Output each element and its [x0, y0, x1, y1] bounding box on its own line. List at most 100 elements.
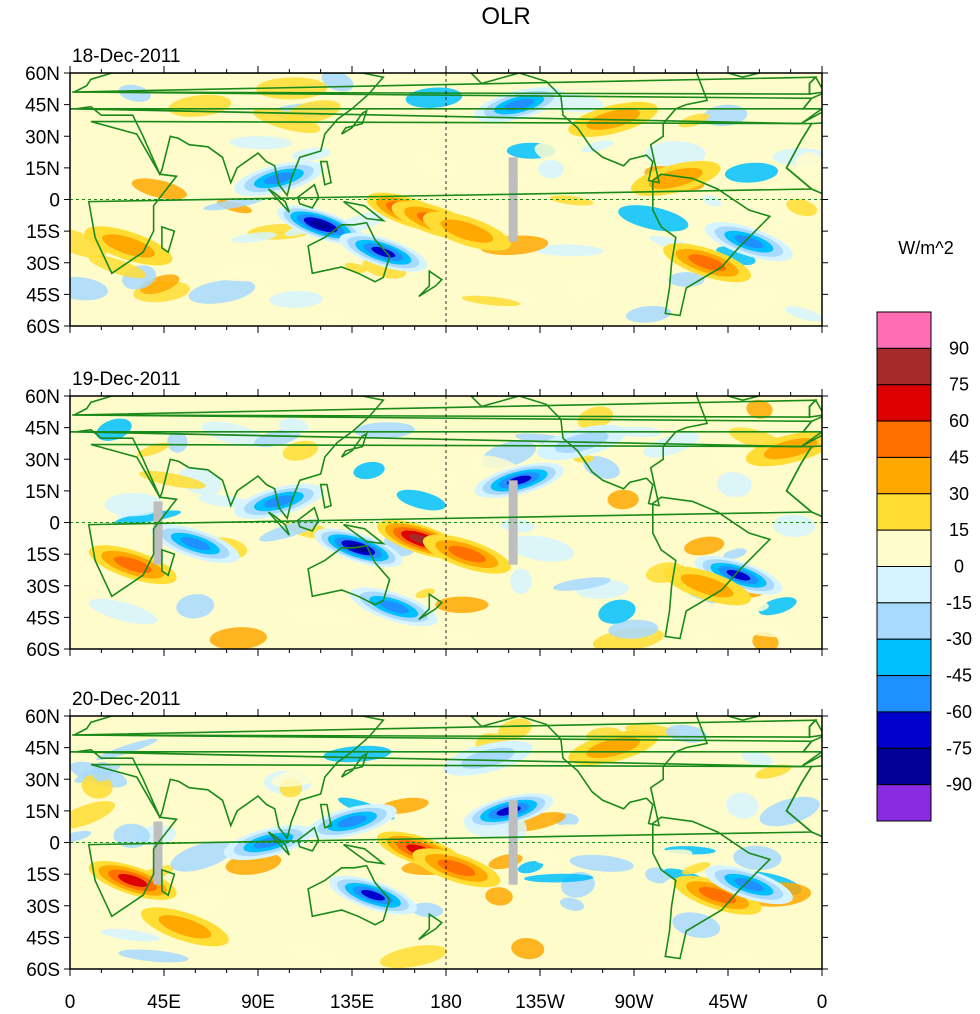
texture-blob	[723, 548, 747, 560]
texture-blob	[203, 197, 263, 211]
texture-blob	[431, 154, 458, 178]
coastline	[307, 544, 391, 606]
texture-blob	[229, 136, 292, 150]
coastline	[418, 269, 444, 298]
y-tick-label: 30S	[26, 254, 60, 275]
anomaly-feature	[504, 98, 535, 111]
texture-blob	[576, 160, 615, 177]
colorbar-label: 45	[949, 447, 969, 467]
texture-blob	[758, 597, 797, 616]
texture-blob	[253, 108, 321, 133]
texture-blob	[254, 429, 301, 448]
y-tick-label: 45S	[26, 285, 60, 306]
texture-blob	[508, 535, 574, 562]
texture-blob	[534, 517, 556, 532]
coastline	[469, 396, 709, 507]
missing-data	[153, 821, 163, 885]
y-tick-label: 60S	[26, 640, 60, 661]
colorbar-label: -45	[946, 666, 972, 686]
texture-blob	[353, 461, 385, 480]
y-tick-label: 30N	[25, 450, 60, 471]
texture-blob	[176, 594, 215, 619]
x-tick-label: 135E	[330, 992, 374, 1013]
anomaly-feature	[440, 219, 494, 243]
anomaly-feature	[310, 220, 331, 230]
colorbar-label: -60	[946, 702, 972, 722]
colorbar-swatch	[876, 493, 932, 531]
colorbar-label: 0	[954, 557, 964, 577]
texture-blob	[759, 796, 820, 827]
y-tick-label: 45S	[26, 608, 60, 629]
coastline	[727, 396, 760, 402]
texture-blob	[784, 306, 822, 322]
texture-blob	[772, 514, 816, 538]
texture-blob	[567, 279, 599, 300]
texture-blob	[608, 619, 659, 639]
texture-blob	[354, 422, 415, 439]
texture-blob	[209, 627, 267, 649]
texture-blob	[632, 849, 693, 865]
coastline	[70, 716, 814, 841]
texture-blob	[380, 945, 447, 969]
coastline	[651, 816, 772, 960]
x-tick-label: 0	[65, 992, 76, 1013]
texture-blob	[772, 776, 797, 788]
texture-blob	[534, 142, 579, 166]
texture-blob	[396, 489, 446, 511]
coastline	[267, 511, 291, 536]
colorbar-swatch	[876, 711, 932, 749]
y-tick-label: 30S	[26, 897, 60, 918]
anomaly-feature	[102, 234, 155, 258]
texture-blob	[104, 492, 163, 517]
colorbar-label: 15	[949, 520, 969, 540]
texture-blob	[70, 830, 92, 844]
y-tick-label: 30N	[25, 127, 60, 148]
panel-3: 60N 45N 30N 15N 0 15S 30S 45S 60S 20-Dec-2011	[25, 689, 828, 981]
anomaly-feature	[688, 254, 726, 272]
colorbar-swatch	[876, 311, 932, 349]
colorbar: 90 75 60 45 30 15 0 -15 -30 -45 -60 -75 -90	[876, 311, 972, 822]
coastline	[418, 912, 444, 941]
texture-blob	[534, 851, 558, 864]
y-tick-label: 60N	[25, 387, 60, 408]
texture-blob	[510, 568, 532, 594]
y-tick-label: 60N	[25, 707, 60, 728]
coastline	[343, 843, 387, 865]
coastline	[651, 496, 772, 640]
texture-blob	[716, 471, 752, 498]
texture-blob	[524, 873, 594, 883]
anomaly-feature	[337, 815, 367, 828]
texture-blob	[184, 888, 227, 912]
colorbar-label: -15	[946, 593, 972, 613]
texture-blob	[201, 421, 267, 447]
texture-blob	[511, 937, 545, 960]
texture-blob	[461, 295, 521, 307]
y-tick-label: 0	[49, 191, 60, 212]
texture-blob	[285, 100, 341, 124]
anomaly-feature	[460, 747, 515, 769]
anomaly-feature	[726, 569, 751, 581]
texture-blob	[398, 772, 420, 792]
texture-blob	[712, 288, 781, 315]
coastline	[418, 592, 444, 621]
x-axis: 0 45E 90E 135E 180 135W 90W 45W 0	[65, 992, 828, 1013]
texture-blob	[559, 897, 585, 911]
coastline	[267, 188, 291, 213]
anomaly-feature	[263, 172, 294, 185]
texture-blob	[441, 789, 487, 811]
coastline	[727, 716, 760, 722]
texture-blob	[625, 305, 672, 323]
missing-data	[508, 480, 518, 565]
texture-blob	[411, 902, 444, 918]
texture-blob	[170, 841, 234, 872]
texture-blob	[795, 152, 822, 175]
y-tick-label: 60S	[26, 317, 60, 338]
texture-blob	[733, 625, 798, 638]
panels: 60N 45N 30N 15N 0 15S 30S 45S 60S 18-Dec-2011 60N 4…	[25, 46, 828, 981]
texture-blob	[698, 956, 769, 969]
texture-blob	[96, 738, 158, 761]
coastline	[296, 506, 320, 532]
coastline	[469, 716, 709, 827]
texture-blob	[583, 456, 620, 479]
coastline	[307, 864, 391, 926]
